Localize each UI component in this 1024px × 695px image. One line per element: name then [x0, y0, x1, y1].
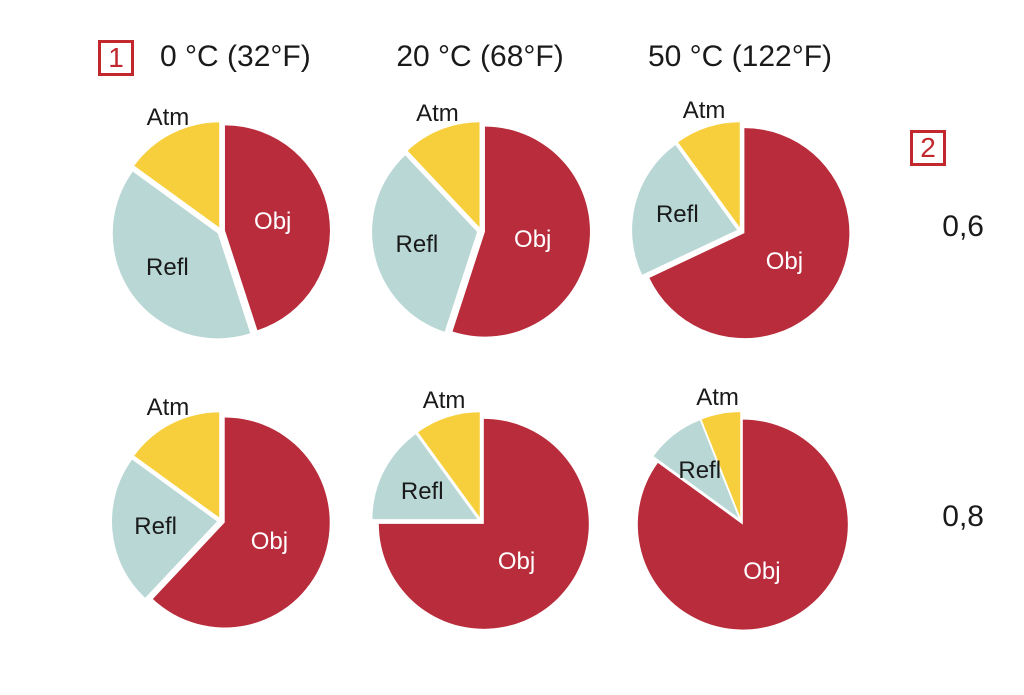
callout-marker-2: 2	[910, 130, 946, 166]
pie-chart-r1c0	[110, 410, 332, 632]
column-header-20c: 20 °C (68°F)	[350, 40, 610, 74]
pie-chart-r0c2	[630, 120, 852, 342]
pie-chart-r0c1	[370, 120, 592, 342]
pie-grid: ObjReflAtm ObjReflAtm ObjReflAtm ObjRefl…	[90, 90, 870, 660]
pie-cell-r0c2: ObjReflAtm	[610, 90, 870, 370]
pie-cell-r1c1: ObjReflAtm	[350, 380, 610, 660]
column-header-50c: 50 °C (122°F)	[610, 40, 870, 74]
pie-chart-r1c1	[370, 410, 592, 632]
slice-label-atm: Atm	[696, 384, 739, 412]
pie-cell-r1c0: ObjReflAtm	[90, 380, 350, 660]
pie-chart-r1c2	[630, 410, 852, 632]
pie-cell-r1c2: ObjReflAtm	[610, 380, 870, 660]
column-headers: 0 °C (32°F) 20 °C (68°F) 50 °C (122°F)	[90, 40, 870, 74]
pie-cell-r0c0: ObjReflAtm	[90, 90, 350, 370]
figure-root: 0 °C (32°F) 20 °C (68°F) 50 °C (122°F) 1…	[0, 0, 1024, 695]
pie-cell-r0c1: ObjReflAtm	[350, 90, 610, 370]
pie-chart-r0c0	[110, 120, 332, 342]
pie-slice	[225, 125, 330, 330]
row-label-08: 0,8	[942, 500, 984, 534]
callout-marker-1: 1	[98, 40, 134, 76]
row-label-06: 0,6	[942, 210, 984, 244]
